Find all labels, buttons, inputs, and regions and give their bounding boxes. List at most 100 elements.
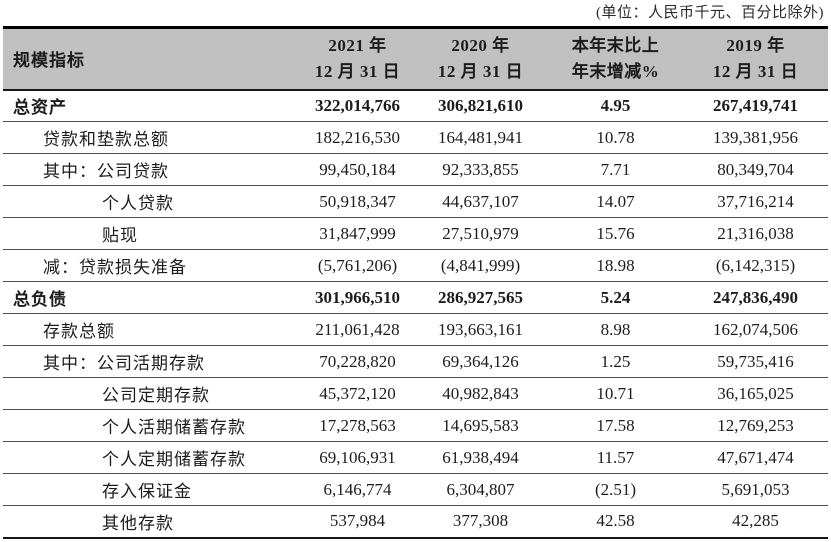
table-row: 其他存款 537,984 377,308 42.58 42,285	[3, 505, 828, 539]
cell-value: (2.51)	[548, 473, 683, 506]
cell-value: 10.78	[548, 121, 683, 154]
cell-value: 69,364,126	[413, 345, 548, 378]
cell-value: 1.25	[548, 345, 683, 378]
cell-value: 47,671,474	[683, 441, 828, 474]
cell-value: 15.76	[548, 217, 683, 250]
header-yoy-change: 本年末比上 年末增减%	[548, 26, 683, 91]
header-2020-date: 12 月 31 日	[437, 61, 524, 81]
cell-value: 61,938,494	[413, 441, 548, 474]
cell-value: 69,106,931	[302, 441, 413, 474]
row-label: 总负债	[3, 281, 302, 314]
cell-value: (6,142,315)	[683, 249, 828, 282]
table-row: 个人贷款 50,918,347 44,637,107 14.07 37,716,214	[3, 185, 828, 218]
cell-value: 18.98	[548, 249, 683, 282]
table-row: 其中：公司贷款 99,450,184 92,333,855 7.71 80,349,70…	[3, 153, 828, 186]
cell-value: 44,637,107	[413, 185, 548, 218]
table-row: 总资产 322,014,766 306,821,610 4.95 267,419,741	[3, 89, 828, 122]
header-2020-year: 2020 年	[451, 35, 510, 55]
table-row: 个人定期储蓄存款 69,106,931 61,938,494 11.57 47,671,…	[3, 441, 828, 474]
row-label: 个人贷款	[3, 185, 302, 218]
table-row: 减：贷款损失准备 (5,761,206) (4,841,999) 18.98 (6,14…	[3, 249, 828, 282]
cell-value: 45,372,120	[302, 377, 413, 410]
header-2019-date: 12 月 31 日	[712, 61, 799, 81]
cell-value: 70,228,820	[302, 345, 413, 378]
row-label: 存入保证金	[3, 473, 302, 506]
cell-value: 10.71	[548, 377, 683, 410]
cell-value: 14.07	[548, 185, 683, 218]
cell-value: 247,836,490	[683, 281, 828, 314]
cell-value: 4.95	[548, 89, 683, 122]
cell-value: 21,316,038	[683, 217, 828, 250]
cell-value: 537,984	[302, 505, 413, 539]
cell-value: 139,381,956	[683, 121, 828, 154]
header-2021: 2021 年 12 月 31 日	[302, 26, 413, 91]
cell-value: 80,349,704	[683, 153, 828, 186]
cell-value: 36,165,025	[683, 377, 828, 410]
table-row: 存入保证金 6,146,774 6,304,807 (2.51) 5,691,053	[3, 473, 828, 506]
cell-value: 162,074,506	[683, 313, 828, 346]
cell-value: 99,450,184	[302, 153, 413, 186]
header-2020: 2020 年 12 月 31 日	[413, 26, 548, 91]
cell-value: 6,304,807	[413, 473, 548, 506]
cell-value: 50,918,347	[302, 185, 413, 218]
row-label: 贴现	[3, 217, 302, 250]
cell-value: 322,014,766	[302, 89, 413, 122]
header-indicator: 规模指标	[3, 26, 302, 91]
cell-value: (4,841,999)	[413, 249, 548, 282]
table-row: 其中：公司活期存款 70,228,820 69,364,126 1.25 59,735,…	[3, 345, 828, 378]
row-label: 其中：公司活期存款	[3, 345, 302, 378]
cell-value: 42,285	[683, 505, 828, 539]
row-label: 其他存款	[3, 505, 302, 539]
cell-value: 193,663,161	[413, 313, 548, 346]
header-2019: 2019 年 12 月 31 日	[683, 26, 828, 91]
table-row: 贷款和垫款总额 182,216,530 164,481,941 10.78 139,38…	[3, 121, 828, 154]
cell-value: 182,216,530	[302, 121, 413, 154]
header-2019-year: 2019 年	[726, 35, 785, 55]
row-label: 总资产	[3, 89, 302, 122]
cell-value: 211,061,428	[302, 313, 413, 346]
cell-value: 17,278,563	[302, 409, 413, 442]
cell-value: 5,691,053	[683, 473, 828, 506]
row-label: 贷款和垫款总额	[3, 121, 302, 154]
cell-value: 267,419,741	[683, 89, 828, 122]
cell-value: 37,716,214	[683, 185, 828, 218]
row-label: 个人定期储蓄存款	[3, 441, 302, 474]
cell-value: 14,695,583	[413, 409, 548, 442]
cell-value: 286,927,565	[413, 281, 548, 314]
scale-indicators-table: 规模指标 2021 年 12 月 31 日 2020 年 12 月 31 日 本…	[3, 26, 828, 539]
unit-note: (单位：人民币千元、百分比除外)	[596, 5, 824, 21]
cell-value: 306,821,610	[413, 89, 548, 122]
row-label: 减：贷款损失准备	[3, 249, 302, 282]
cell-value: 12,769,253	[683, 409, 828, 442]
cell-value: 8.98	[548, 313, 683, 346]
row-label: 个人活期储蓄存款	[3, 409, 302, 442]
cell-value: 7.71	[548, 153, 683, 186]
header-row: 规模指标 2021 年 12 月 31 日 2020 年 12 月 31 日 本…	[3, 26, 828, 91]
table-row: 公司定期存款 45,372,120 40,982,843 10.71 36,165,02…	[3, 377, 828, 410]
header-yoy-line2: 年末增减%	[571, 61, 660, 81]
cell-value: 59,735,416	[683, 345, 828, 378]
cell-value: 17.58	[548, 409, 683, 442]
cell-value: 27,510,979	[413, 217, 548, 250]
table-row: 个人活期储蓄存款 17,278,563 14,695,583 17.58 12,769,…	[3, 409, 828, 442]
header-2021-date: 12 月 31 日	[314, 61, 401, 81]
cell-value: 5.24	[548, 281, 683, 314]
header-yoy-line1: 本年末比上	[571, 35, 660, 55]
cell-value: 42.58	[548, 505, 683, 539]
header-2021-year: 2021 年	[328, 35, 387, 55]
row-label: 存款总额	[3, 313, 302, 346]
table-row: 存款总额 211,061,428 193,663,161 8.98 162,074,50…	[3, 313, 828, 346]
cell-value: 377,308	[413, 505, 548, 539]
cell-value: 92,333,855	[413, 153, 548, 186]
cell-value: 164,481,941	[413, 121, 548, 154]
cell-value: 301,966,510	[302, 281, 413, 314]
table-row: 总负债 301,966,510 286,927,565 5.24 247,836,490	[3, 281, 828, 314]
cell-value: 6,146,774	[302, 473, 413, 506]
cell-value: 40,982,843	[413, 377, 548, 410]
row-label: 公司定期存款	[3, 377, 302, 410]
table-row: 贴现 31,847,999 27,510,979 15.76 21,316,038	[3, 217, 828, 250]
cell-value: (5,761,206)	[302, 249, 413, 282]
row-label: 其中：公司贷款	[3, 153, 302, 186]
cell-value: 11.57	[548, 441, 683, 474]
